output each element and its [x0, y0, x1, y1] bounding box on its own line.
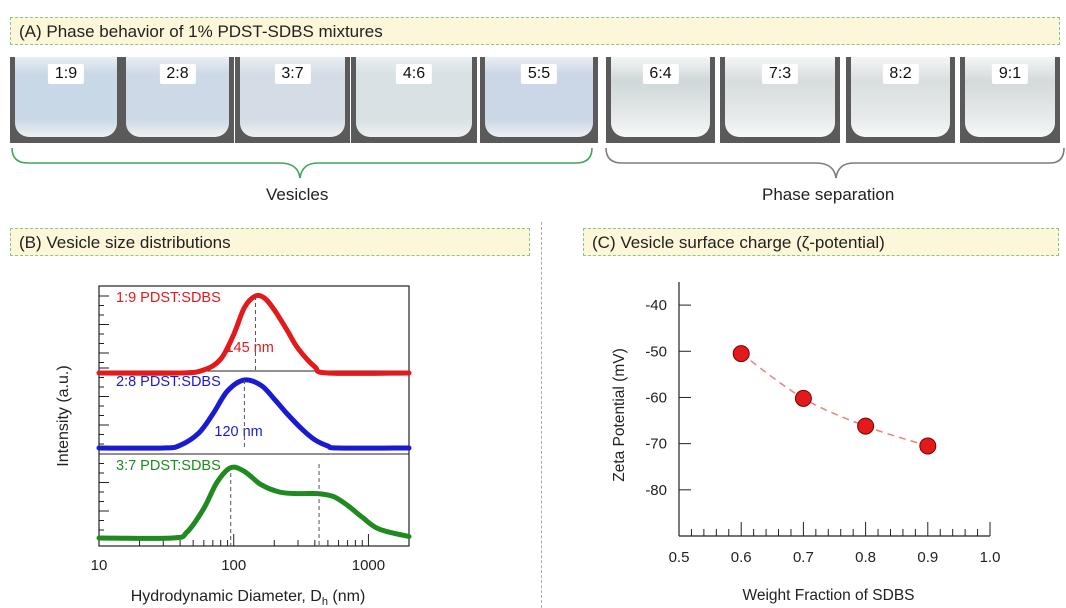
data-point — [794, 389, 812, 407]
vial-3-7: 3:7 — [235, 57, 350, 143]
vial-8-2: 8:2 — [846, 57, 955, 143]
panel-divider — [541, 222, 542, 608]
vial-1-9: 1:9 — [10, 57, 122, 143]
series-line-2 — [96, 377, 412, 451]
vesicles-bracket — [11, 147, 593, 179]
vial-9-1: 9:1 — [960, 57, 1060, 143]
data-point — [732, 345, 750, 363]
series-label-3: 3:7 PDST:SDBS — [116, 458, 221, 474]
y-tick-label: -70 — [645, 436, 667, 453]
vial-ratio-label: 9:1 — [991, 64, 1029, 84]
phase-separation-bracket — [605, 147, 1065, 179]
vesicles-label: Vesicles — [266, 185, 329, 204]
series-label-1: 1:9 PDST:SDBS — [116, 290, 221, 306]
vial-ratio-label: 2:8 — [159, 64, 196, 84]
x-tick-label: 100 — [221, 557, 246, 574]
vial-2-8: 2:8 — [121, 57, 234, 143]
y-tick-label: -80 — [645, 482, 667, 499]
vial-5-5: 5:5 — [480, 57, 598, 143]
panel-c-title: (C) Vesicle surface charge (ζ-potential) — [583, 228, 1059, 256]
x-tick-label: 10 — [91, 557, 108, 574]
series-line-3 — [96, 464, 412, 541]
size-distribution-chart: 10 100 1000 1:9 PDST:SDBS 145 nm 2:8 PDST:SDB… — [55, 285, 412, 608]
y-tick-label: -50 — [645, 343, 667, 360]
vial-ratio-label: 7:3 — [761, 64, 799, 84]
data-point — [857, 417, 875, 435]
x-tick-label: 0.5 — [669, 549, 690, 566]
vial-ratio-label: 1:9 — [47, 64, 85, 84]
vial-4-6: 4:6 — [351, 57, 477, 143]
vial-ratio-label: 8:2 — [882, 64, 919, 84]
y-tick-label: -60 — [645, 389, 667, 406]
x-tick-label: 0.8 — [855, 549, 876, 566]
panel-a-title: (A) Phase behavior of 1% PDST-SDBS mixtu… — [10, 17, 1060, 45]
zeta-potential-chart: -80 -70 -60 -50 -40 0.5 0.6 0.7 0.8 0.9 1.0 Zeta Po… — [611, 282, 1001, 604]
vial-ratio-label: 3:7 — [274, 64, 311, 84]
trend-line — [740, 352, 929, 447]
y-axis-label: Zeta Potential (mV) — [611, 348, 628, 482]
vial-ratio-label: 5:5 — [520, 64, 558, 84]
vial-6-4: 6:4 — [606, 57, 715, 143]
peak-label-1: 145 nm — [225, 340, 273, 356]
panel-b-title: (B) Vesicle size distributions — [10, 228, 530, 256]
x-tick-label: 1.0 — [980, 549, 1001, 566]
vial-7-3: 7:3 — [720, 57, 840, 143]
peak-label-2: 120 nm — [214, 424, 262, 440]
vial-ratio-label: 4:6 — [395, 64, 433, 84]
phase-separation-label: Phase separation — [762, 185, 895, 204]
y-tick-label: -40 — [645, 297, 667, 314]
plot-frame — [98, 285, 410, 547]
x-axis-label: Weight Fraction of SDBS — [742, 587, 914, 604]
x-tick-label: 0.6 — [731, 549, 752, 566]
data-point — [919, 437, 937, 455]
y-axis-label: Intensity (a.u.) — [55, 365, 72, 466]
series-line-1 — [96, 292, 412, 376]
x-tick-label: 0.7 — [793, 549, 814, 566]
vial-ratio-label: 6:4 — [642, 64, 679, 84]
x-axis-label: Hydrodynamic Diameter, Dh (nm) — [131, 588, 366, 608]
series-label-2: 2:8 PDST:SDBS — [116, 374, 221, 390]
x-tick-label: 1000 — [352, 557, 385, 574]
x-tick-label: 0.9 — [917, 549, 938, 566]
